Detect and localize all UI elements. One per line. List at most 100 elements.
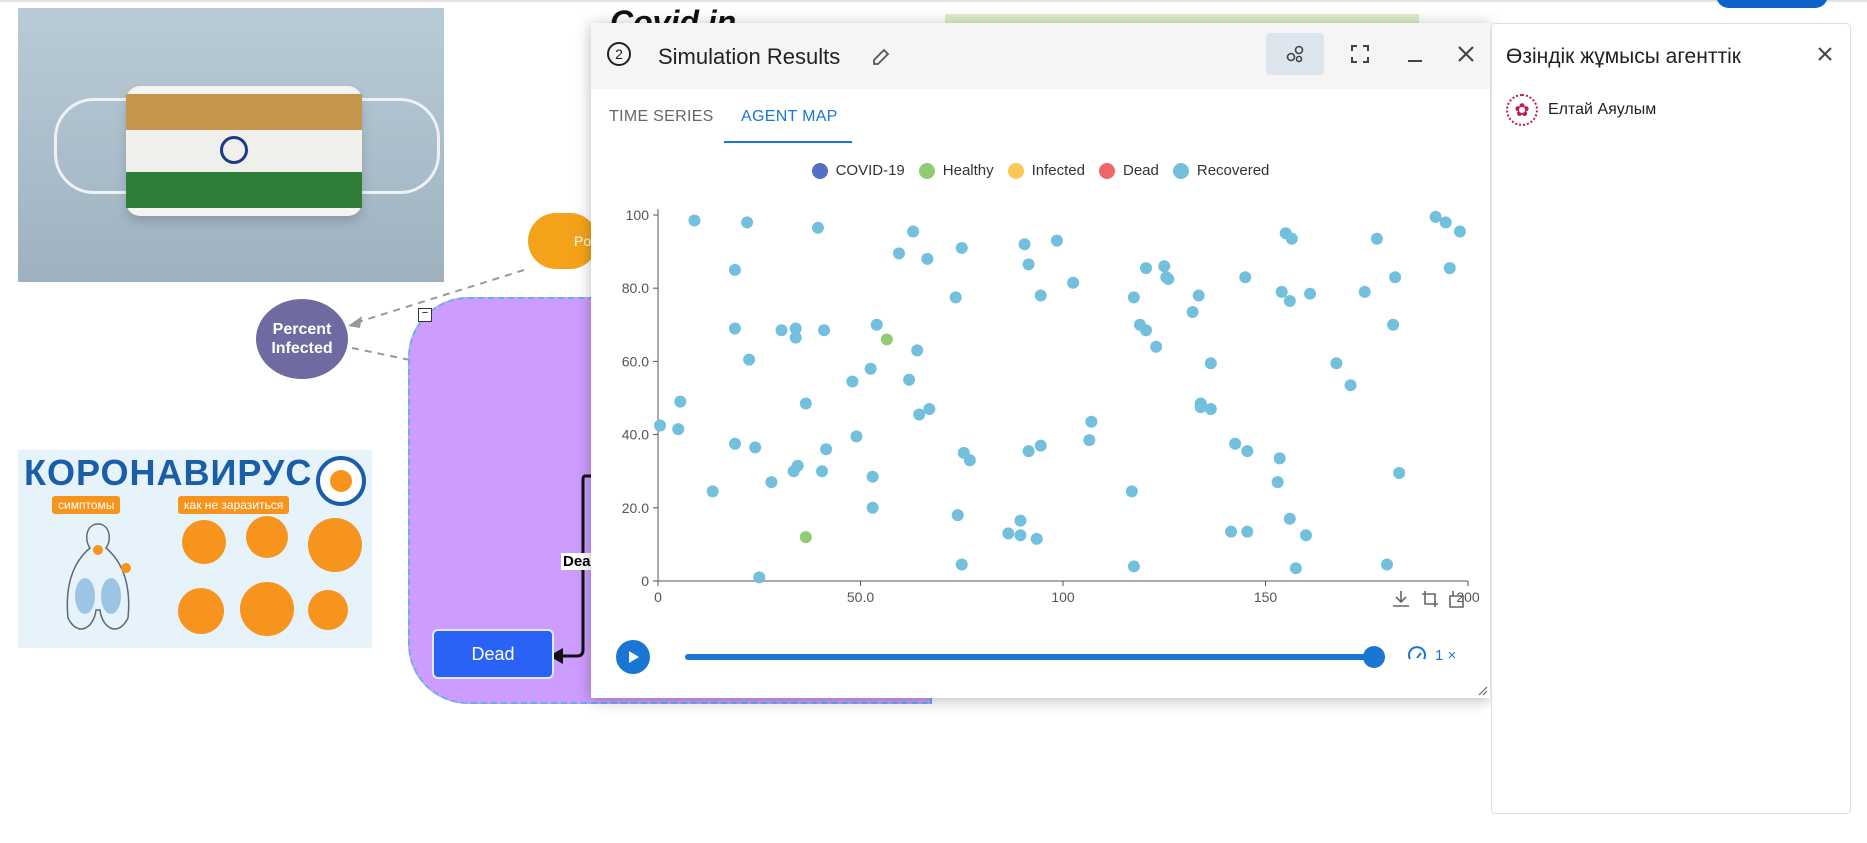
legend-recovered-marker <box>1172 162 1189 179</box>
download-icon <box>1393 591 1409 607</box>
minimize-icon <box>1408 60 1422 62</box>
agent-point-recovered <box>1140 324 1153 337</box>
agent-point-recovered <box>1192 289 1205 302</box>
close-dialog-button[interactable] <box>1454 42 1478 66</box>
agent-point-recovered <box>1273 452 1286 465</box>
agent-point-recovered <box>955 558 968 571</box>
agent-point-recovered <box>1002 527 1015 540</box>
agent-point-recovered <box>818 324 831 337</box>
y-tick-label: 60.0 <box>622 353 649 369</box>
agent-point-recovered <box>816 465 829 478</box>
agent-point-recovered <box>1381 558 1393 571</box>
agent-panel-title: Өзіндік жұмысы агенттік <box>1506 45 1741 68</box>
cloud-node[interactable]: Po <box>528 213 598 269</box>
agent-point-recovered <box>923 402 936 415</box>
agent-point-recovered <box>1289 562 1302 575</box>
top-border <box>0 0 1867 2</box>
legend-recovered[interactable]: Recovered <box>1172 162 1269 179</box>
zoom-select-button[interactable] <box>1419 588 1441 610</box>
agent-point-recovered <box>799 397 812 410</box>
dead-stock-node[interactable]: Dead <box>432 629 554 679</box>
agent-point-recovered <box>811 221 824 234</box>
playback-speed-control[interactable]: 1 × <box>1407 645 1456 665</box>
percent-infected-node[interactable]: Percent Infected <box>256 299 348 379</box>
agent-point-recovered <box>870 318 883 331</box>
agent-point-recovered <box>951 509 964 522</box>
agent-point-recovered <box>1050 234 1063 247</box>
legend-infected-marker <box>1007 162 1024 179</box>
agent-point-recovered <box>674 395 687 408</box>
agent-point-recovered <box>1439 216 1452 229</box>
close-icon <box>1818 47 1832 61</box>
play-icon <box>629 651 639 663</box>
agent-point-recovered <box>1241 525 1254 538</box>
ventilate-room-icon <box>308 590 348 630</box>
legend-dead[interactable]: Dead <box>1099 162 1159 179</box>
agent-point-recovered <box>903 373 916 386</box>
agent-point-recovered <box>728 263 741 276</box>
handshake-icon <box>178 588 224 634</box>
x-tick-label: 100 <box>1051 589 1075 605</box>
collapse-icon[interactable]: − <box>418 308 432 322</box>
agent-point-recovered <box>911 344 924 357</box>
agent-point-recovered <box>1304 287 1317 300</box>
coronavirus-poster-image[interactable]: КОРОНАВИРУС симптомы как не заразиться <box>18 450 372 648</box>
y-tick-label: 40.0 <box>622 427 649 443</box>
speedometer-icon <box>1408 646 1426 660</box>
timeline-slider[interactable] <box>685 654 1375 660</box>
agent-point-recovered <box>1022 445 1035 458</box>
tab-time-series[interactable]: TIME SERIES <box>609 108 714 125</box>
agent-point-recovered <box>1241 445 1254 458</box>
share-button[interactable] <box>1266 33 1324 75</box>
agent-point-recovered <box>1330 357 1343 370</box>
agent-point-recovered <box>1239 271 1252 284</box>
virus-icon <box>316 456 366 506</box>
india-mask-image[interactable] <box>18 8 444 282</box>
agent-point-recovered <box>1393 467 1406 480</box>
agent-point-recovered <box>949 291 962 304</box>
agent-point-recovered <box>1443 262 1456 275</box>
tab-agent-map[interactable]: AGENT MAP <box>741 108 838 125</box>
poster-prevention-tag: как не заразиться <box>178 496 290 514</box>
flag-band-saffron <box>126 94 362 130</box>
agent-point-recovered <box>1285 232 1298 245</box>
cloud-node-label: Po <box>574 233 592 249</box>
agent-user-item[interactable]: ✿ Елтай Аяулым <box>1506 94 1656 126</box>
minimize-button[interactable] <box>1403 42 1427 66</box>
agent-point-recovered <box>1275 285 1288 298</box>
share-nodes-icon <box>1286 45 1304 63</box>
fullscreen-button[interactable] <box>1348 42 1372 66</box>
dead-flow-label: Dea <box>561 553 593 570</box>
agent-point-recovered <box>789 331 802 344</box>
agent-point-recovered <box>672 423 685 436</box>
resize-handle-icon[interactable] <box>1478 686 1488 696</box>
agent-point-recovered <box>1127 560 1140 573</box>
legend-covid[interactable]: COVID-19 <box>811 162 905 179</box>
play-button[interactable] <box>616 640 650 674</box>
agent-point-recovered <box>1283 295 1296 308</box>
legend-infected[interactable]: Infected <box>1007 162 1085 179</box>
timeline-slider-handle[interactable] <box>1363 646 1385 668</box>
zoom-reset-button[interactable] <box>1447 588 1469 610</box>
top-action-button[interactable] <box>1716 0 1828 8</box>
agent-point-recovered <box>741 216 754 229</box>
agent-point-recovered <box>1018 238 1031 251</box>
agent-panel-close-button[interactable] <box>1816 42 1834 70</box>
legend-healthy-label: Healthy <box>942 162 994 179</box>
agent-point-healthy <box>799 531 812 544</box>
agent-point-recovered <box>749 441 762 454</box>
agent-point-recovered <box>728 322 741 335</box>
agent-point-recovered <box>963 454 976 467</box>
step-number-icon: 2 <box>607 42 631 66</box>
download-button[interactable] <box>1390 588 1412 610</box>
y-tick-label: 0 <box>641 573 649 589</box>
legend-healthy-marker <box>918 162 935 179</box>
legend-healthy[interactable]: Healthy <box>918 162 994 179</box>
agent-user-name: Елтай Аяулым <box>1548 101 1657 118</box>
agent-point-recovered <box>921 252 934 265</box>
no-touch-face-icon <box>240 582 294 636</box>
agent-point-recovered <box>866 470 879 483</box>
edit-pencil-icon[interactable] <box>871 47 891 67</box>
flag-band-green <box>126 172 362 208</box>
